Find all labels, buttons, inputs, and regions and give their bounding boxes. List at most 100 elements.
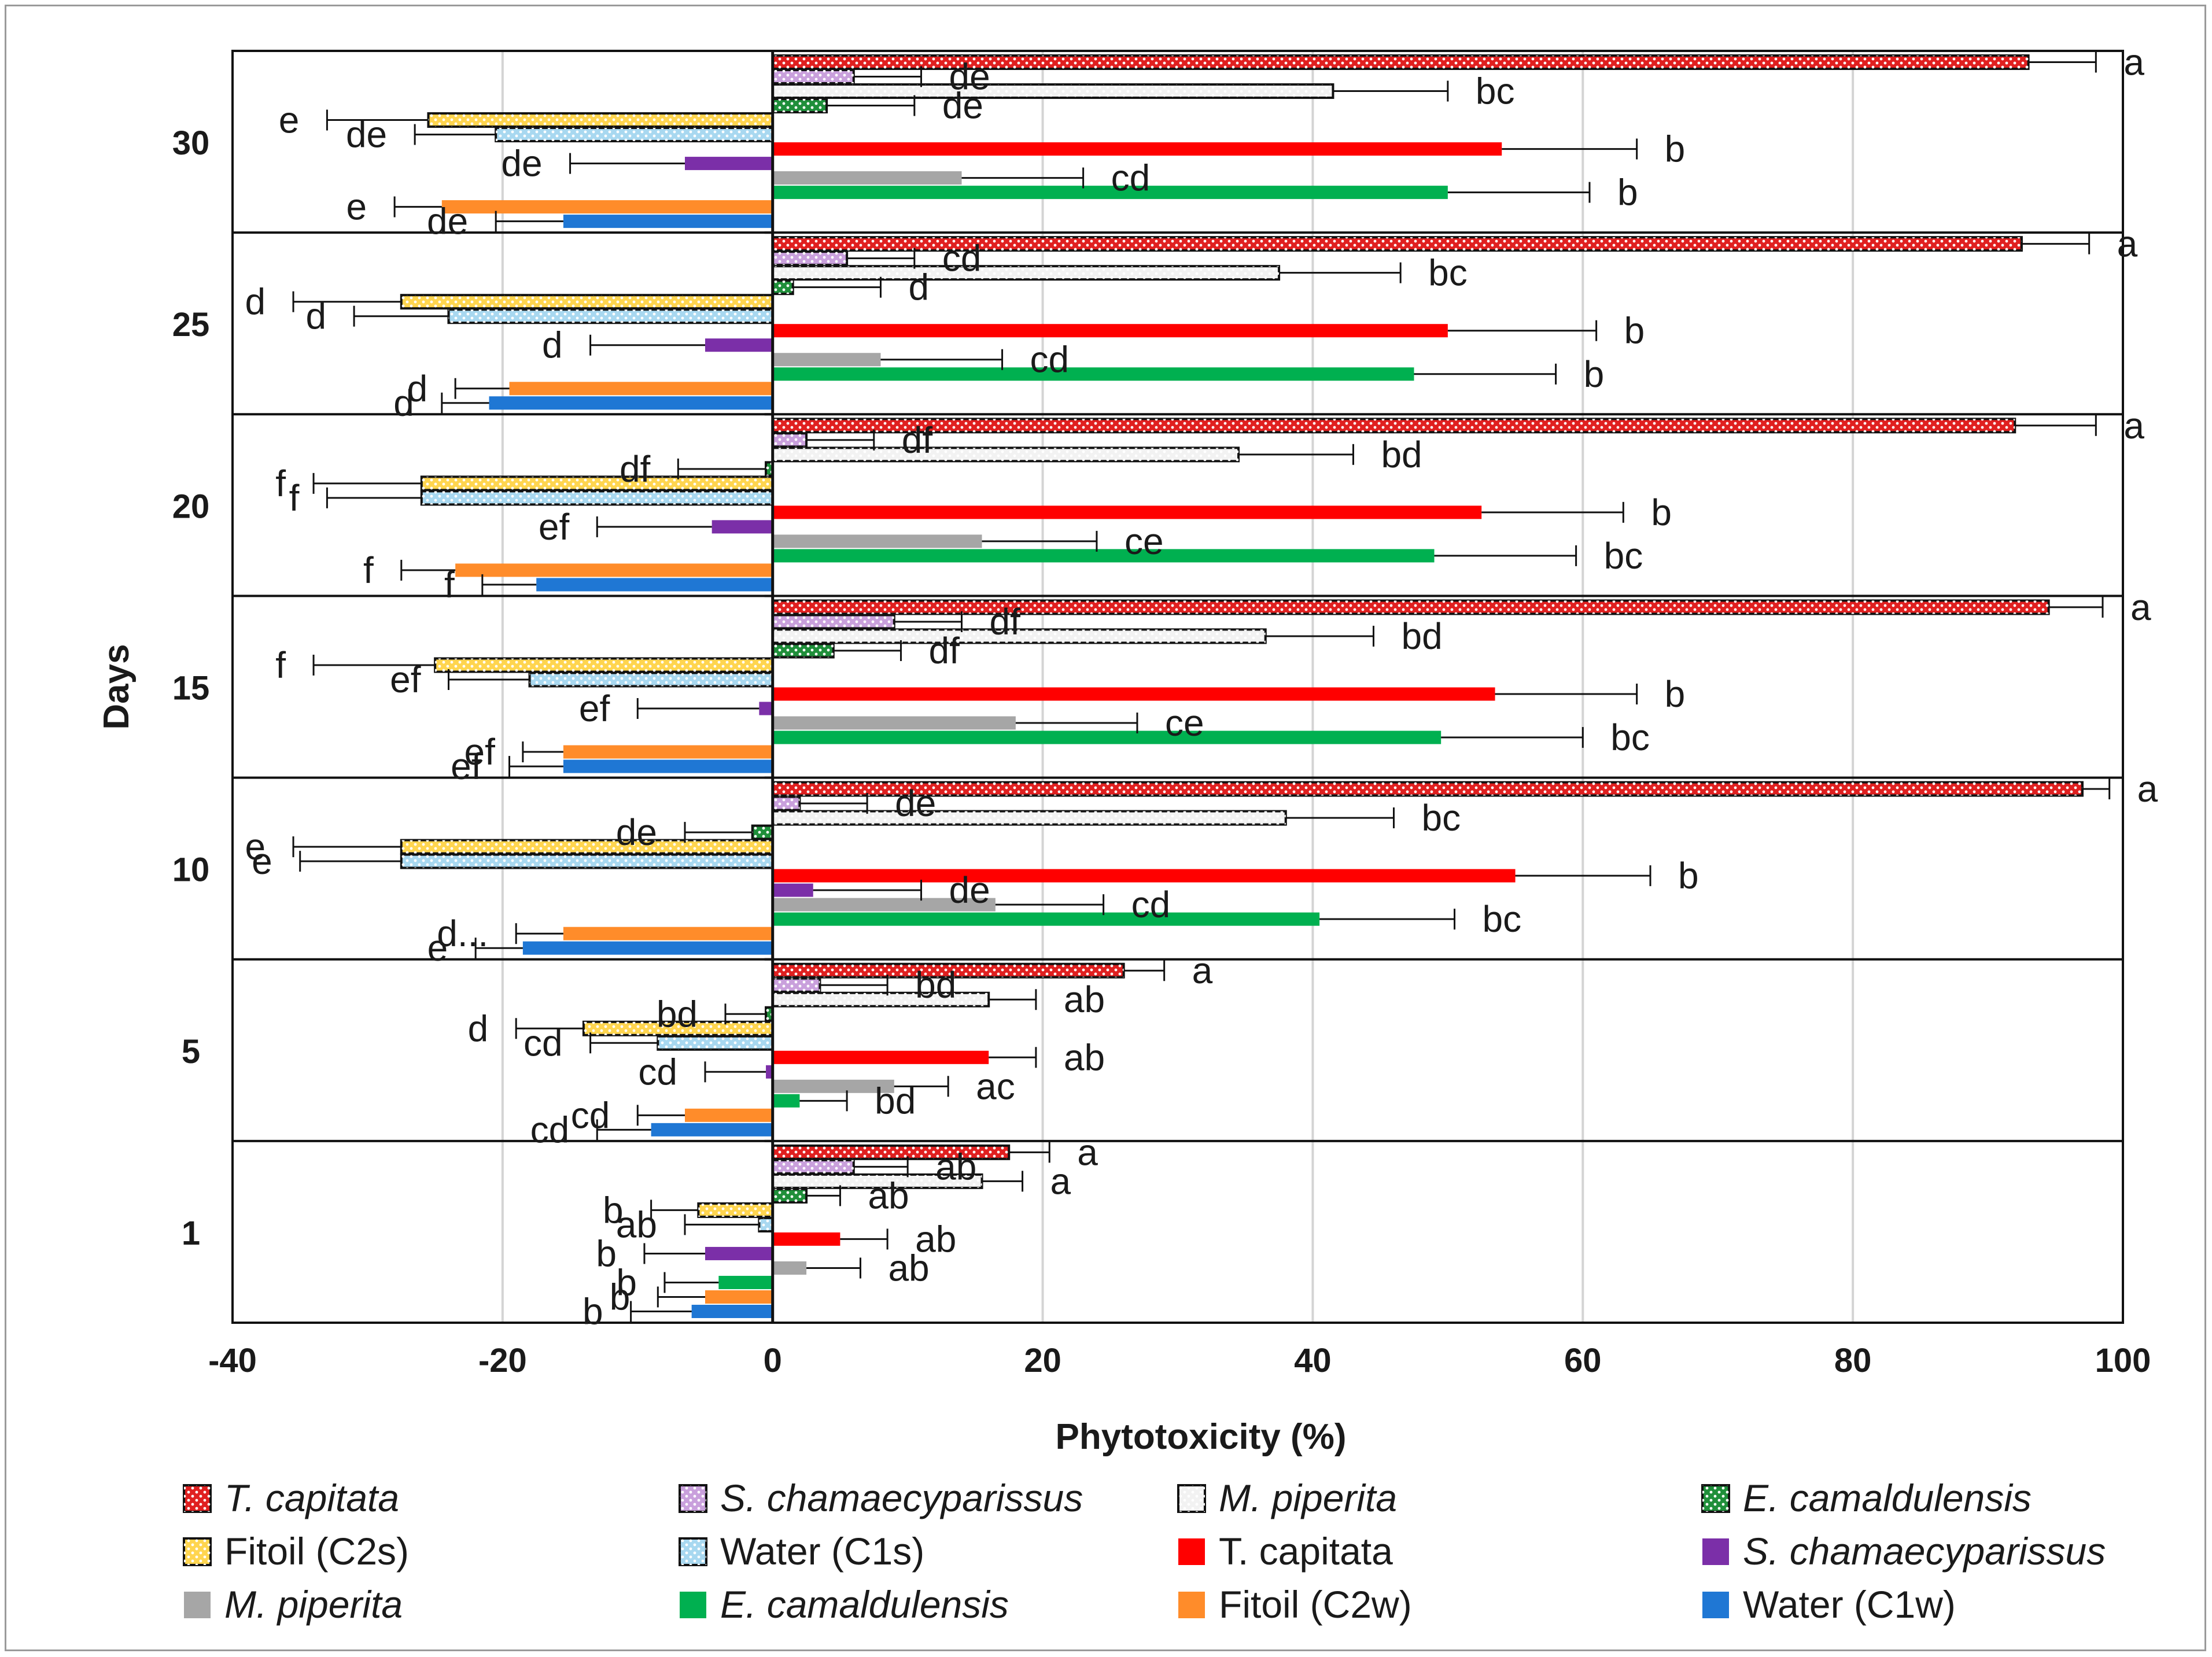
- bar: [772, 1232, 840, 1246]
- significance-letter: cd: [530, 1109, 570, 1150]
- bar-pattern: [752, 825, 773, 839]
- bar-pattern: [772, 782, 2082, 796]
- bar-pattern: [772, 252, 847, 265]
- significance-letter: b: [616, 1261, 637, 1303]
- bar: [711, 520, 773, 534]
- significance-letter: ab: [1064, 1036, 1105, 1078]
- legend-entry: Fitoil (C2s): [224, 1530, 409, 1573]
- bar: [772, 549, 1435, 563]
- bar-pattern: [401, 840, 773, 854]
- significance-letter: df: [620, 448, 651, 490]
- bar-pattern: [766, 462, 773, 476]
- significance-letter: d: [305, 296, 326, 337]
- significance-letter: b: [1584, 353, 1605, 395]
- bar-pattern: [448, 309, 773, 323]
- significance-letter: ab: [915, 1218, 956, 1260]
- significance-letter: de: [616, 811, 657, 853]
- significance-letter: ce: [1165, 702, 1204, 744]
- significance-letter: a: [2123, 42, 2144, 83]
- y-tick-label: 25: [172, 306, 210, 344]
- significance-letter: cd: [1131, 884, 1171, 925]
- legend-swatch-pattern: [184, 1538, 211, 1565]
- legend-entry: M. piperita: [224, 1583, 403, 1626]
- legend-swatch-pattern: [184, 1485, 211, 1512]
- bars: [400, 54, 2084, 1318]
- significance-letter: e: [279, 99, 300, 141]
- significance-letter: cd: [638, 1051, 677, 1093]
- bar: [772, 716, 1016, 730]
- significance-letter: de: [942, 85, 983, 127]
- bar-pattern: [772, 433, 807, 447]
- bar-pattern: [772, 1189, 807, 1202]
- bar: [772, 1079, 894, 1093]
- bar-pattern: [428, 113, 773, 127]
- chart-frame: [5, 5, 2206, 1651]
- x-tick-label: 0: [764, 1342, 782, 1379]
- bar: [536, 578, 773, 592]
- significance-letter: d: [908, 267, 929, 308]
- significance-letter: a: [2117, 223, 2138, 265]
- bar-pattern: [772, 615, 894, 629]
- significance-letter: f: [363, 549, 374, 591]
- significance-letter: f: [444, 564, 455, 606]
- y-tick-label: 15: [172, 670, 210, 707]
- bar: [691, 1304, 773, 1318]
- bar-pattern: [772, 600, 2049, 614]
- bar: [772, 534, 982, 548]
- bar-pattern: [772, 70, 854, 84]
- significance-letter: df: [902, 419, 933, 461]
- bar: [705, 338, 773, 352]
- significance-letter: a: [2130, 586, 2151, 628]
- significance-letter: d: [245, 281, 266, 323]
- significance-letter: df: [928, 630, 960, 671]
- significance-letter: de: [949, 56, 990, 98]
- significance-letter: ce: [1125, 521, 1164, 562]
- bar-pattern: [772, 84, 1333, 98]
- significance-letter: a: [1077, 1131, 1098, 1173]
- bar-pattern: [772, 237, 2022, 251]
- legend-entry: M. piperita: [1219, 1477, 1397, 1519]
- bar: [718, 1275, 773, 1289]
- plot-border: [231, 50, 2124, 1324]
- bar: [563, 759, 773, 773]
- bar-pattern: [766, 1007, 773, 1021]
- significance-letter: bc: [1421, 797, 1461, 839]
- bar: [651, 1123, 773, 1136]
- bar: [563, 927, 773, 940]
- legend-swatch-pattern: [1178, 1485, 1205, 1512]
- significance-letter: bc: [1610, 717, 1650, 758]
- x-tick-label: -40: [208, 1342, 257, 1379]
- bar: [772, 324, 1448, 338]
- legend-swatch-pattern: [680, 1485, 706, 1512]
- bar-pattern: [583, 1021, 773, 1035]
- significance-letter: bd: [1401, 615, 1442, 657]
- significance-letter: bd: [915, 964, 956, 1006]
- legend-entry: S. chamaecyparissus: [1743, 1530, 2106, 1573]
- significance-letter: f: [275, 463, 286, 504]
- bar-pattern: [772, 629, 1266, 643]
- significance-letter: bc: [1428, 252, 1468, 294]
- significance-letter: b: [610, 1276, 631, 1318]
- significance-letter: bc: [1604, 535, 1643, 577]
- bar-pattern: [401, 854, 773, 868]
- significance-letter: d: [468, 1008, 489, 1049]
- bar: [772, 869, 1516, 883]
- significance-letter: b: [1624, 310, 1645, 352]
- significance-letter: e: [245, 826, 266, 868]
- bar: [772, 730, 1442, 744]
- bar-pattern: [529, 673, 773, 687]
- bar: [772, 912, 1320, 926]
- bar-pattern: [772, 266, 1280, 280]
- significance-letter: a: [1050, 1160, 1071, 1202]
- significance-letter: bd: [875, 1080, 916, 1121]
- significance-letter: cd: [1111, 157, 1151, 199]
- bar-pattern: [772, 1174, 982, 1188]
- bar: [563, 215, 773, 228]
- y-tick-label: 30: [172, 124, 210, 162]
- bar-pattern: [772, 644, 834, 658]
- legend-swatch: [184, 1592, 211, 1618]
- bar: [772, 883, 813, 897]
- plot-frame: [231, 50, 2124, 1324]
